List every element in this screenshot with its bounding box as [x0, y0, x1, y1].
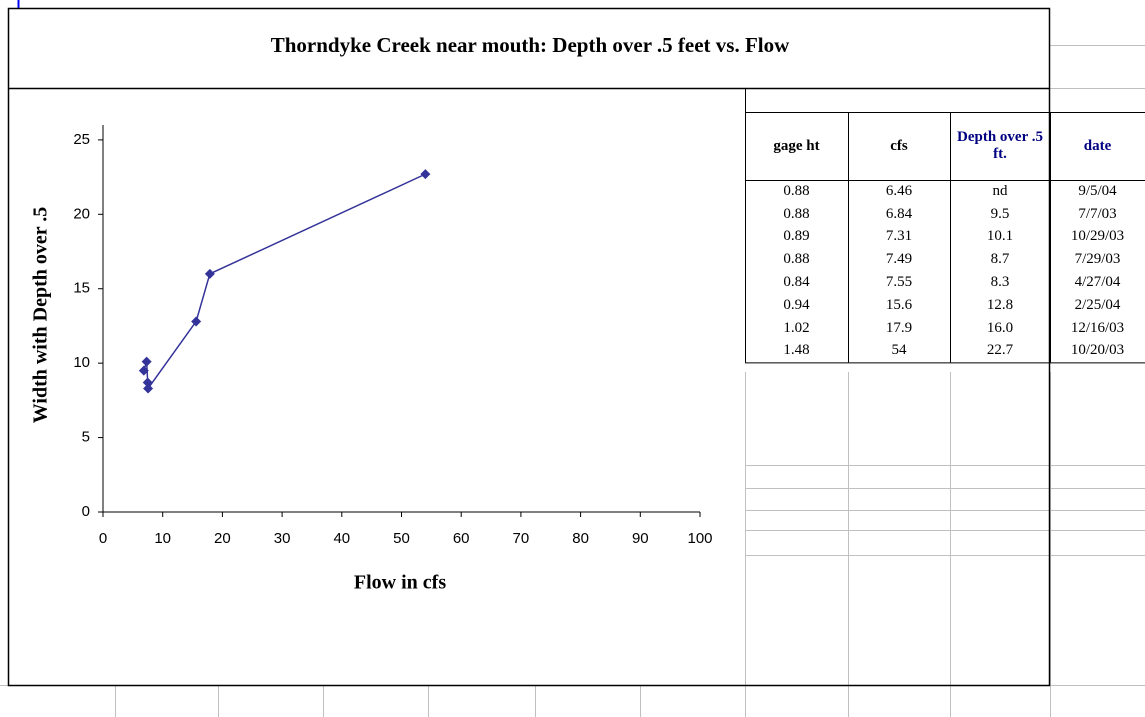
- table-cell: 6.46: [885, 182, 913, 199]
- table-cell: 0.88: [783, 205, 810, 222]
- data-point: [191, 316, 202, 327]
- x-tick-label: 50: [393, 530, 410, 547]
- table-cell: 0.84: [783, 274, 810, 291]
- data-point: [204, 268, 215, 279]
- x-tick-label: 30: [274, 530, 291, 547]
- table-cell: cfs: [890, 137, 908, 154]
- table-cell: date: [1083, 137, 1112, 154]
- x-tick-label: 80: [572, 530, 589, 547]
- x-tick-label: 20: [214, 530, 231, 547]
- y-tick-label: 10: [73, 354, 90, 371]
- table-cell: 7.55: [885, 274, 913, 291]
- series-line: [143, 173, 426, 391]
- x-tick-label: 0: [99, 530, 107, 547]
- table-cell: 16.0: [986, 319, 1014, 336]
- table-cell: 12.8: [986, 296, 1014, 313]
- table-cell: 7.31: [885, 228, 913, 245]
- chart-title: Thorndyke Creek near mouth: Depth over .…: [271, 33, 790, 57]
- table-cell: 9.5: [990, 205, 1010, 222]
- x-tick-label: 10: [154, 530, 171, 547]
- chart-frame: [7, 7, 1051, 687]
- table-cell: 7/29/03: [1074, 251, 1121, 268]
- data-point: [141, 356, 152, 367]
- data-point: [142, 377, 153, 388]
- y-tick-label: 15: [73, 280, 90, 297]
- table-cell: 54: [891, 342, 907, 359]
- table-cell: 2/25/04: [1074, 296, 1121, 313]
- table-cell: 12/16/03: [1070, 319, 1125, 336]
- data-point: [143, 383, 154, 394]
- table-cell: 7/7/03: [1078, 205, 1117, 222]
- x-tick-label: 90: [632, 530, 649, 547]
- data-point: [420, 169, 431, 180]
- table-cell: 10.1: [986, 228, 1014, 245]
- table-cell: 9/5/04: [1078, 182, 1117, 199]
- table-cell: 17.9: [885, 319, 913, 336]
- y-tick-label: 25: [73, 131, 90, 148]
- data-point: [138, 365, 149, 376]
- table-cell: 10/20/03: [1070, 342, 1125, 359]
- y-axis-title: Width with Depth over .5: [30, 207, 52, 424]
- x-tick-label: 100: [687, 530, 712, 547]
- table-cell: 10/29/03: [1070, 228, 1125, 245]
- x-tick-label: 70: [513, 530, 530, 547]
- table-cell: 0.94: [783, 296, 810, 313]
- x-axis-title: Flow in cfs: [354, 572, 446, 594]
- table-cell: 7.49: [885, 251, 913, 268]
- table-cell: 0.88: [783, 251, 810, 268]
- y-tick-label: 0: [82, 503, 90, 520]
- table-cell: Depth over .5 ft.: [957, 129, 1043, 162]
- table-cell: 8.7: [990, 251, 1010, 268]
- table-cell: 0.89: [783, 228, 810, 245]
- table-cell: 0.88: [783, 182, 810, 199]
- x-tick-label: 40: [333, 530, 350, 547]
- table-cell: 8.3: [990, 274, 1010, 291]
- x-tick-label: 60: [453, 530, 470, 547]
- table-cell: 6.84: [885, 205, 913, 222]
- table-cell: 4/27/04: [1074, 274, 1121, 291]
- table-cell: 15.6: [885, 296, 913, 313]
- table-cell: 1.48: [783, 342, 810, 359]
- table-cell: 1.02: [783, 319, 810, 336]
- table-cell: 22.7: [986, 342, 1014, 359]
- table-cell: gage ht: [773, 137, 820, 154]
- y-tick-label: 5: [82, 429, 90, 446]
- y-tick-label: 20: [73, 205, 90, 222]
- table-cell: nd: [992, 182, 1008, 199]
